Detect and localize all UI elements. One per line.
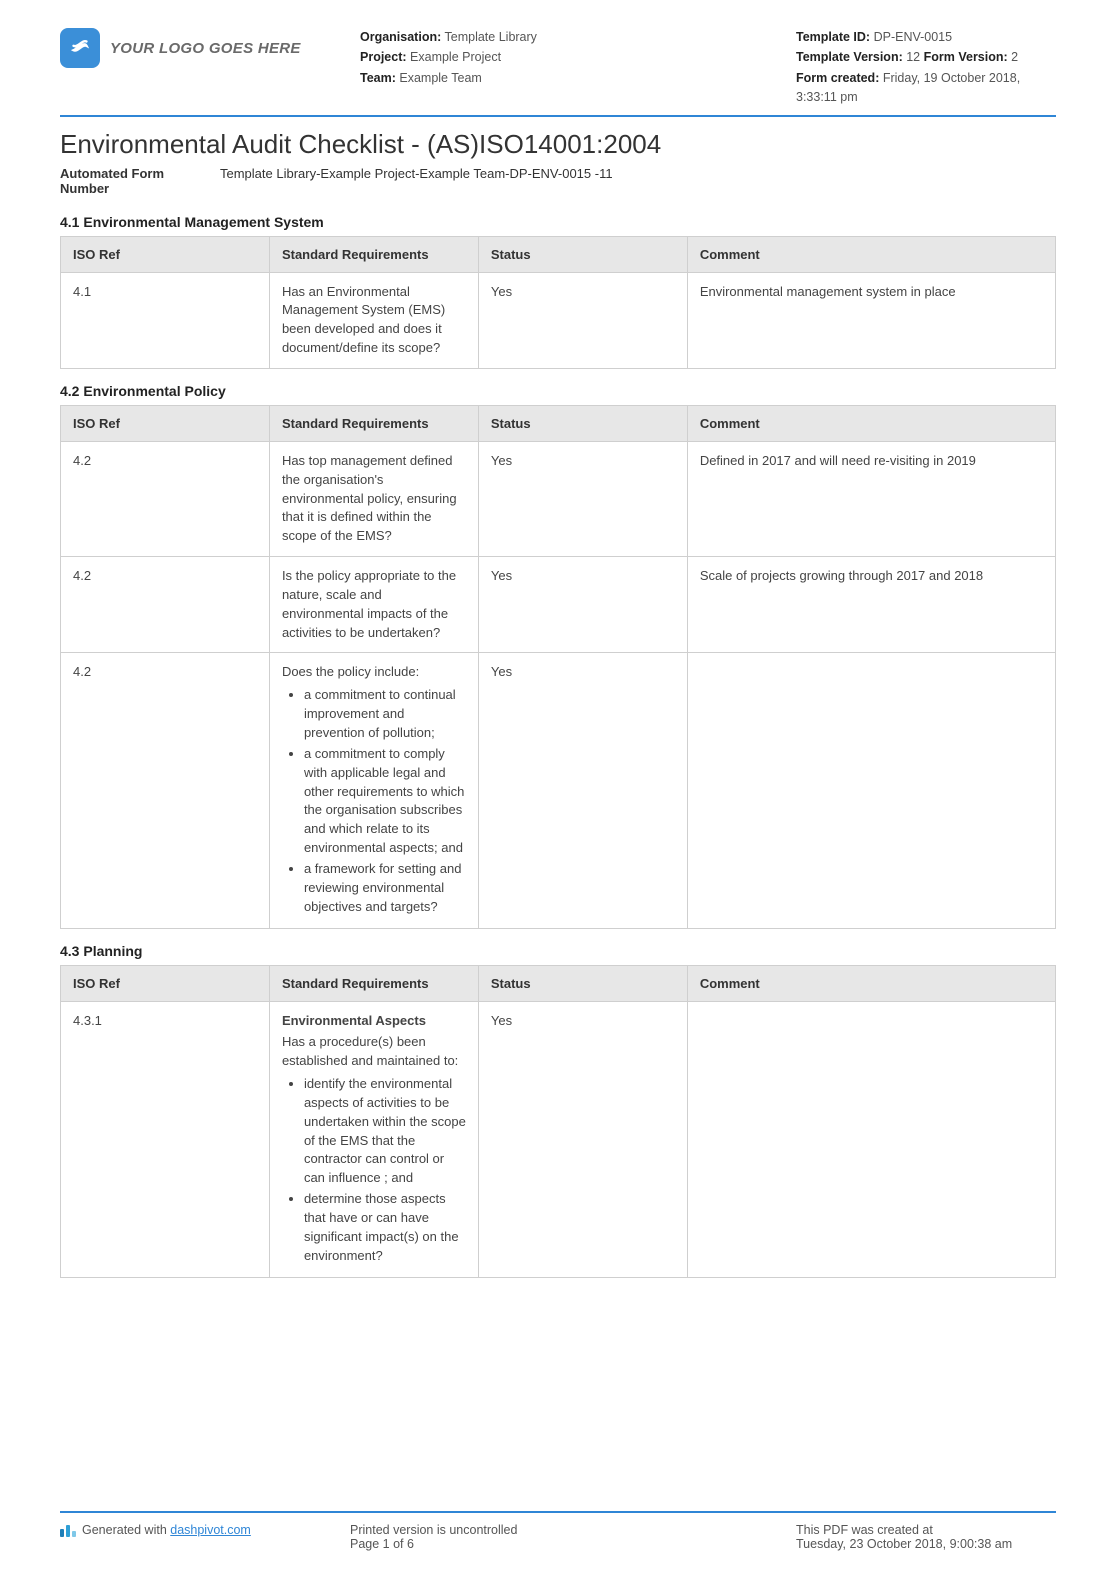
label-organisation: Organisation: bbox=[360, 30, 441, 44]
form-number-label: Automated Form Number bbox=[60, 166, 180, 196]
col-iso-ref: ISO Ref bbox=[61, 236, 270, 272]
requirement-intro: Has a procedure(s) been established and … bbox=[282, 1033, 466, 1071]
cell-status: Yes bbox=[478, 557, 687, 653]
cell-requirements: Has top management defined the organisat… bbox=[269, 441, 478, 556]
section-title: 4.3 Planning bbox=[60, 943, 1056, 959]
requirement-bullets: identify the environmental aspects of ac… bbox=[282, 1075, 466, 1265]
cell-comment bbox=[687, 1002, 1055, 1278]
col-comment: Comment bbox=[687, 405, 1055, 441]
dashpivot-icon bbox=[60, 1523, 76, 1537]
table-row: 4.1Has an Environmental Management Syste… bbox=[61, 272, 1056, 368]
section-title: 4.2 Environmental Policy bbox=[60, 383, 1056, 399]
cell-requirements: Environmental Aspects Has a procedure(s) … bbox=[269, 1002, 478, 1278]
page-title: Environmental Audit Checklist - (AS)ISO1… bbox=[60, 129, 1056, 160]
cell-comment: Environmental management system in place bbox=[687, 272, 1055, 368]
table-row: 4.2Is the policy appropriate to the natu… bbox=[61, 557, 1056, 653]
value-project: Example Project bbox=[410, 50, 501, 64]
footer-uncontrolled: Printed version is uncontrolled bbox=[350, 1523, 796, 1537]
requirement-bullets: a commitment to continual improvement an… bbox=[282, 686, 466, 916]
cell-status: Yes bbox=[478, 272, 687, 368]
value-form-version: 2 bbox=[1011, 50, 1018, 64]
cell-requirements: Has an Environmental Management System (… bbox=[269, 272, 478, 368]
requirement-text: Has an Environmental Management System (… bbox=[282, 284, 445, 356]
col-status: Status bbox=[478, 236, 687, 272]
label-form-version: Form Version: bbox=[924, 50, 1008, 64]
cell-status: Yes bbox=[478, 441, 687, 556]
cell-comment: Defined in 2017 and will need re-visitin… bbox=[687, 441, 1055, 556]
table-row: 4.2Has top management defined the organi… bbox=[61, 441, 1056, 556]
meta-right: Template ID: DP-ENV-0015 Template Versio… bbox=[796, 28, 1056, 109]
requirement-bullet: a commitment to continual improvement an… bbox=[304, 686, 466, 743]
label-form-created: Form created: bbox=[796, 71, 879, 85]
requirement-intro: Does the policy include: bbox=[282, 663, 466, 682]
requirement-subtitle: Environmental Aspects bbox=[282, 1012, 466, 1031]
requirement-bullet: determine those aspects that have or can… bbox=[304, 1190, 466, 1265]
page-footer: Generated with dashpivot.com Printed ver… bbox=[60, 1511, 1056, 1551]
cell-iso-ref: 4.1 bbox=[61, 272, 270, 368]
col-comment: Comment bbox=[687, 236, 1055, 272]
checklist-table: ISO Ref Standard Requirements Status Com… bbox=[60, 405, 1056, 930]
table-row: 4.2 Does the policy include: a commitment … bbox=[61, 653, 1056, 929]
cell-iso-ref: 4.3.1 bbox=[61, 1002, 270, 1278]
footer-generated-prefix: Generated with bbox=[82, 1523, 170, 1537]
footer-created-at-label: This PDF was created at bbox=[796, 1523, 1056, 1537]
label-template-version: Template Version: bbox=[796, 50, 903, 64]
meta-left: Organisation: Template Library Project: … bbox=[360, 28, 776, 89]
label-project: Project: bbox=[360, 50, 407, 64]
form-number-value: Template Library-Example Project-Example… bbox=[220, 166, 613, 196]
cell-iso-ref: 4.2 bbox=[61, 557, 270, 653]
logo-icon bbox=[60, 28, 100, 68]
label-template-id: Template ID: bbox=[796, 30, 870, 44]
requirement-bullet: a framework for setting and reviewing en… bbox=[304, 860, 466, 917]
logo-placeholder-text: YOUR LOGO GOES HERE bbox=[110, 40, 301, 57]
col-standard-requirements: Standard Requirements bbox=[269, 405, 478, 441]
label-team: Team: bbox=[360, 71, 396, 85]
requirement-text: Is the policy appropriate to the nature,… bbox=[282, 568, 456, 640]
col-standard-requirements: Standard Requirements bbox=[269, 966, 478, 1002]
sections-container: 4.1 Environmental Management System ISO … bbox=[60, 214, 1056, 1279]
cell-comment: Scale of projects growing through 2017 a… bbox=[687, 557, 1055, 653]
col-status: Status bbox=[478, 405, 687, 441]
footer-page: Page 1 of 6 bbox=[350, 1537, 796, 1551]
col-iso-ref: ISO Ref bbox=[61, 966, 270, 1002]
value-organisation: Template Library bbox=[445, 30, 537, 44]
cell-status: Yes bbox=[478, 653, 687, 929]
value-team: Example Team bbox=[399, 71, 481, 85]
form-number-row: Automated Form Number Template Library-E… bbox=[60, 166, 1056, 196]
checklist-table: ISO Ref Standard Requirements Status Com… bbox=[60, 236, 1056, 369]
value-template-id: DP-ENV-0015 bbox=[874, 30, 953, 44]
table-row: 4.3.1 Environmental Aspects Has a procedur… bbox=[61, 1002, 1056, 1278]
section-title: 4.1 Environmental Management System bbox=[60, 214, 1056, 230]
requirement-text: Has top management defined the organisat… bbox=[282, 453, 457, 543]
logo-block: YOUR LOGO GOES HERE bbox=[60, 28, 340, 68]
cell-comment bbox=[687, 653, 1055, 929]
col-standard-requirements: Standard Requirements bbox=[269, 236, 478, 272]
footer-created-at-value: Tuesday, 23 October 2018, 9:00:38 am bbox=[796, 1537, 1056, 1551]
col-iso-ref: ISO Ref bbox=[61, 405, 270, 441]
cell-requirements: Does the policy include: a commitment to … bbox=[269, 653, 478, 929]
requirement-bullet: a commitment to comply with applicable l… bbox=[304, 745, 466, 858]
checklist-table: ISO Ref Standard Requirements Status Com… bbox=[60, 965, 1056, 1278]
col-comment: Comment bbox=[687, 966, 1055, 1002]
page-header: YOUR LOGO GOES HERE Organisation: Templa… bbox=[60, 28, 1056, 117]
cell-iso-ref: 4.2 bbox=[61, 441, 270, 556]
requirement-bullet: identify the environmental aspects of ac… bbox=[304, 1075, 466, 1188]
value-template-version: 12 bbox=[906, 50, 920, 64]
footer-link-dashpivot[interactable]: dashpivot.com bbox=[170, 1523, 251, 1537]
col-status: Status bbox=[478, 966, 687, 1002]
cell-requirements: Is the policy appropriate to the nature,… bbox=[269, 557, 478, 653]
cell-iso-ref: 4.2 bbox=[61, 653, 270, 929]
cell-status: Yes bbox=[478, 1002, 687, 1278]
